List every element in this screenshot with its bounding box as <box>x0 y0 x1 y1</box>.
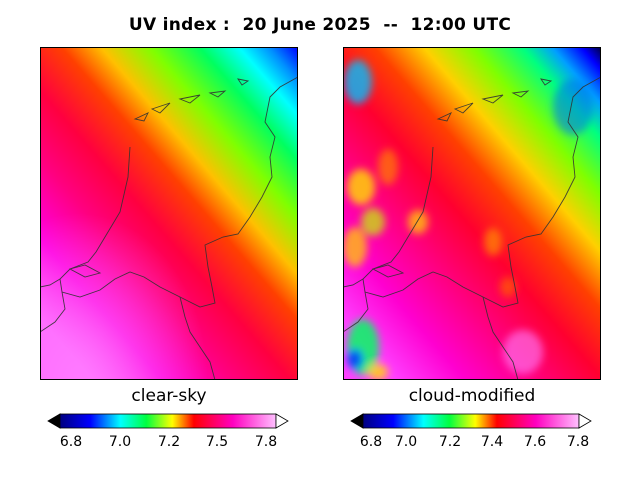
colorbar-tick-label: 7.8 <box>566 434 590 450</box>
cloud-modified-map-svg <box>343 47 601 380</box>
colorbar-tick-label: 7.0 <box>108 434 132 450</box>
clear-sky-label: clear-sky <box>131 386 207 406</box>
figure-title: UV index : 20 June 2025 -- 12:00 UTC <box>128 15 512 35</box>
colorbar-tick-label: 7.2 <box>157 434 181 450</box>
colorbar-tick-label: 7.5 <box>205 434 229 450</box>
colorbar-tick-label: 6.8 <box>359 434 383 450</box>
colorbar-tick-label: 7.4 <box>480 434 504 450</box>
colorbar-tick-label: 6.8 <box>59 434 83 450</box>
colorbar-tick-label: 7.0 <box>394 434 418 450</box>
clear-sky-colorbar <box>47 413 289 429</box>
clear-sky-map-svg <box>40 47 298 380</box>
colorbar-tick-label: 7.2 <box>438 434 462 450</box>
cloud-modified-label: cloud-modified <box>408 386 536 406</box>
cloud-modified-colorbar <box>350 413 592 429</box>
clear-sky-map <box>40 47 298 380</box>
cloud-modified-map <box>343 47 601 380</box>
colorbar-tick-label: 7.6 <box>523 434 547 450</box>
colorbar-tick-label: 7.8 <box>254 434 278 450</box>
